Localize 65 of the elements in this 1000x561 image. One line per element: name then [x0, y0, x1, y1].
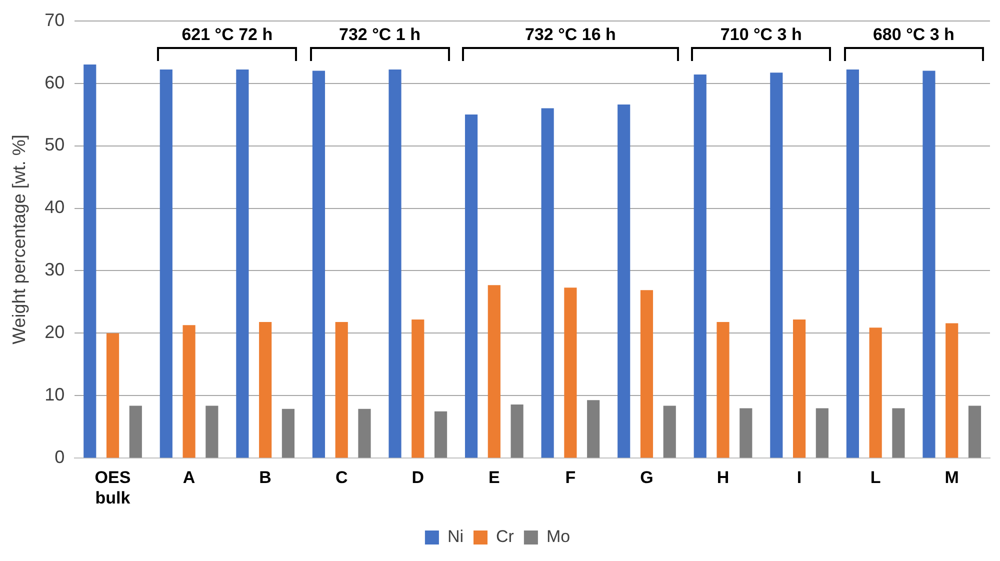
annotation: 680 °C 3 h: [872, 24, 954, 45]
bar: [793, 319, 806, 458]
bar: [846, 70, 859, 458]
y-tick-label: 10: [44, 384, 65, 405]
bar: [510, 404, 524, 458]
x-tick-label: B: [259, 468, 272, 488]
bar: [182, 325, 196, 458]
x-tick-label: D: [412, 468, 424, 488]
x-tick-label: M: [944, 468, 959, 488]
bar: [740, 408, 752, 458]
bar: [663, 406, 676, 458]
bar: [160, 70, 172, 458]
y-tick-label: 20: [44, 322, 65, 342]
bar: [282, 408, 295, 458]
y-tick-label: 60: [44, 72, 65, 92]
bar: [816, 408, 828, 458]
bar: [488, 285, 500, 458]
bar: [434, 411, 448, 458]
bar: [587, 400, 600, 458]
bar: [716, 322, 730, 458]
bar: [412, 319, 424, 458]
bar: [335, 322, 348, 458]
bar: [770, 72, 783, 458]
legend-label: Ni: [447, 527, 464, 546]
annotation: 710 °C 3 h: [720, 24, 802, 45]
bar: [236, 70, 249, 458]
bar: [564, 288, 577, 458]
bar: [106, 333, 120, 458]
annotation: 732 °C 1 h: [339, 24, 420, 45]
bar: [694, 74, 706, 458]
y-tick-label: 40: [44, 197, 65, 218]
y-tick-label: 0: [54, 447, 65, 468]
x-tick-label: OES bulk: [94, 468, 131, 508]
bar: [869, 328, 882, 458]
bar: [129, 406, 142, 458]
y-tick-label: 50: [44, 134, 65, 155]
x-tick-label: A: [182, 468, 196, 488]
bar: [618, 104, 630, 458]
x-tick-label: I: [796, 468, 802, 488]
x-tick-label: H: [716, 468, 730, 488]
bar: [259, 322, 272, 458]
x-tick-label: G: [640, 468, 654, 488]
x-tick-label: E: [488, 468, 500, 488]
bar: [312, 70, 326, 458]
y-axis-title: Weight percentage [wt. %]: [8, 134, 29, 344]
bar: [892, 408, 905, 458]
x-tick-label: L: [870, 468, 881, 488]
x-tick-label: F: [565, 468, 576, 488]
annotation: 732 °C 16 h: [524, 24, 616, 45]
bar: [464, 114, 478, 458]
bar: [922, 70, 936, 458]
bar: [541, 108, 554, 458]
y-tick-label: 70: [44, 10, 65, 30]
bar: [84, 64, 96, 458]
bar: [358, 408, 371, 458]
bar: [640, 290, 654, 458]
bar: [388, 70, 402, 458]
bar: [946, 323, 958, 458]
bar: [968, 406, 982, 458]
x-tick-label: C: [335, 468, 348, 488]
legend-label: Cr: [496, 527, 514, 546]
y-tick-label: 30: [44, 260, 65, 280]
annotation: 621 °C 72 h: [182, 24, 273, 45]
legend-label: Mo: [546, 527, 570, 546]
bar: [206, 406, 218, 458]
